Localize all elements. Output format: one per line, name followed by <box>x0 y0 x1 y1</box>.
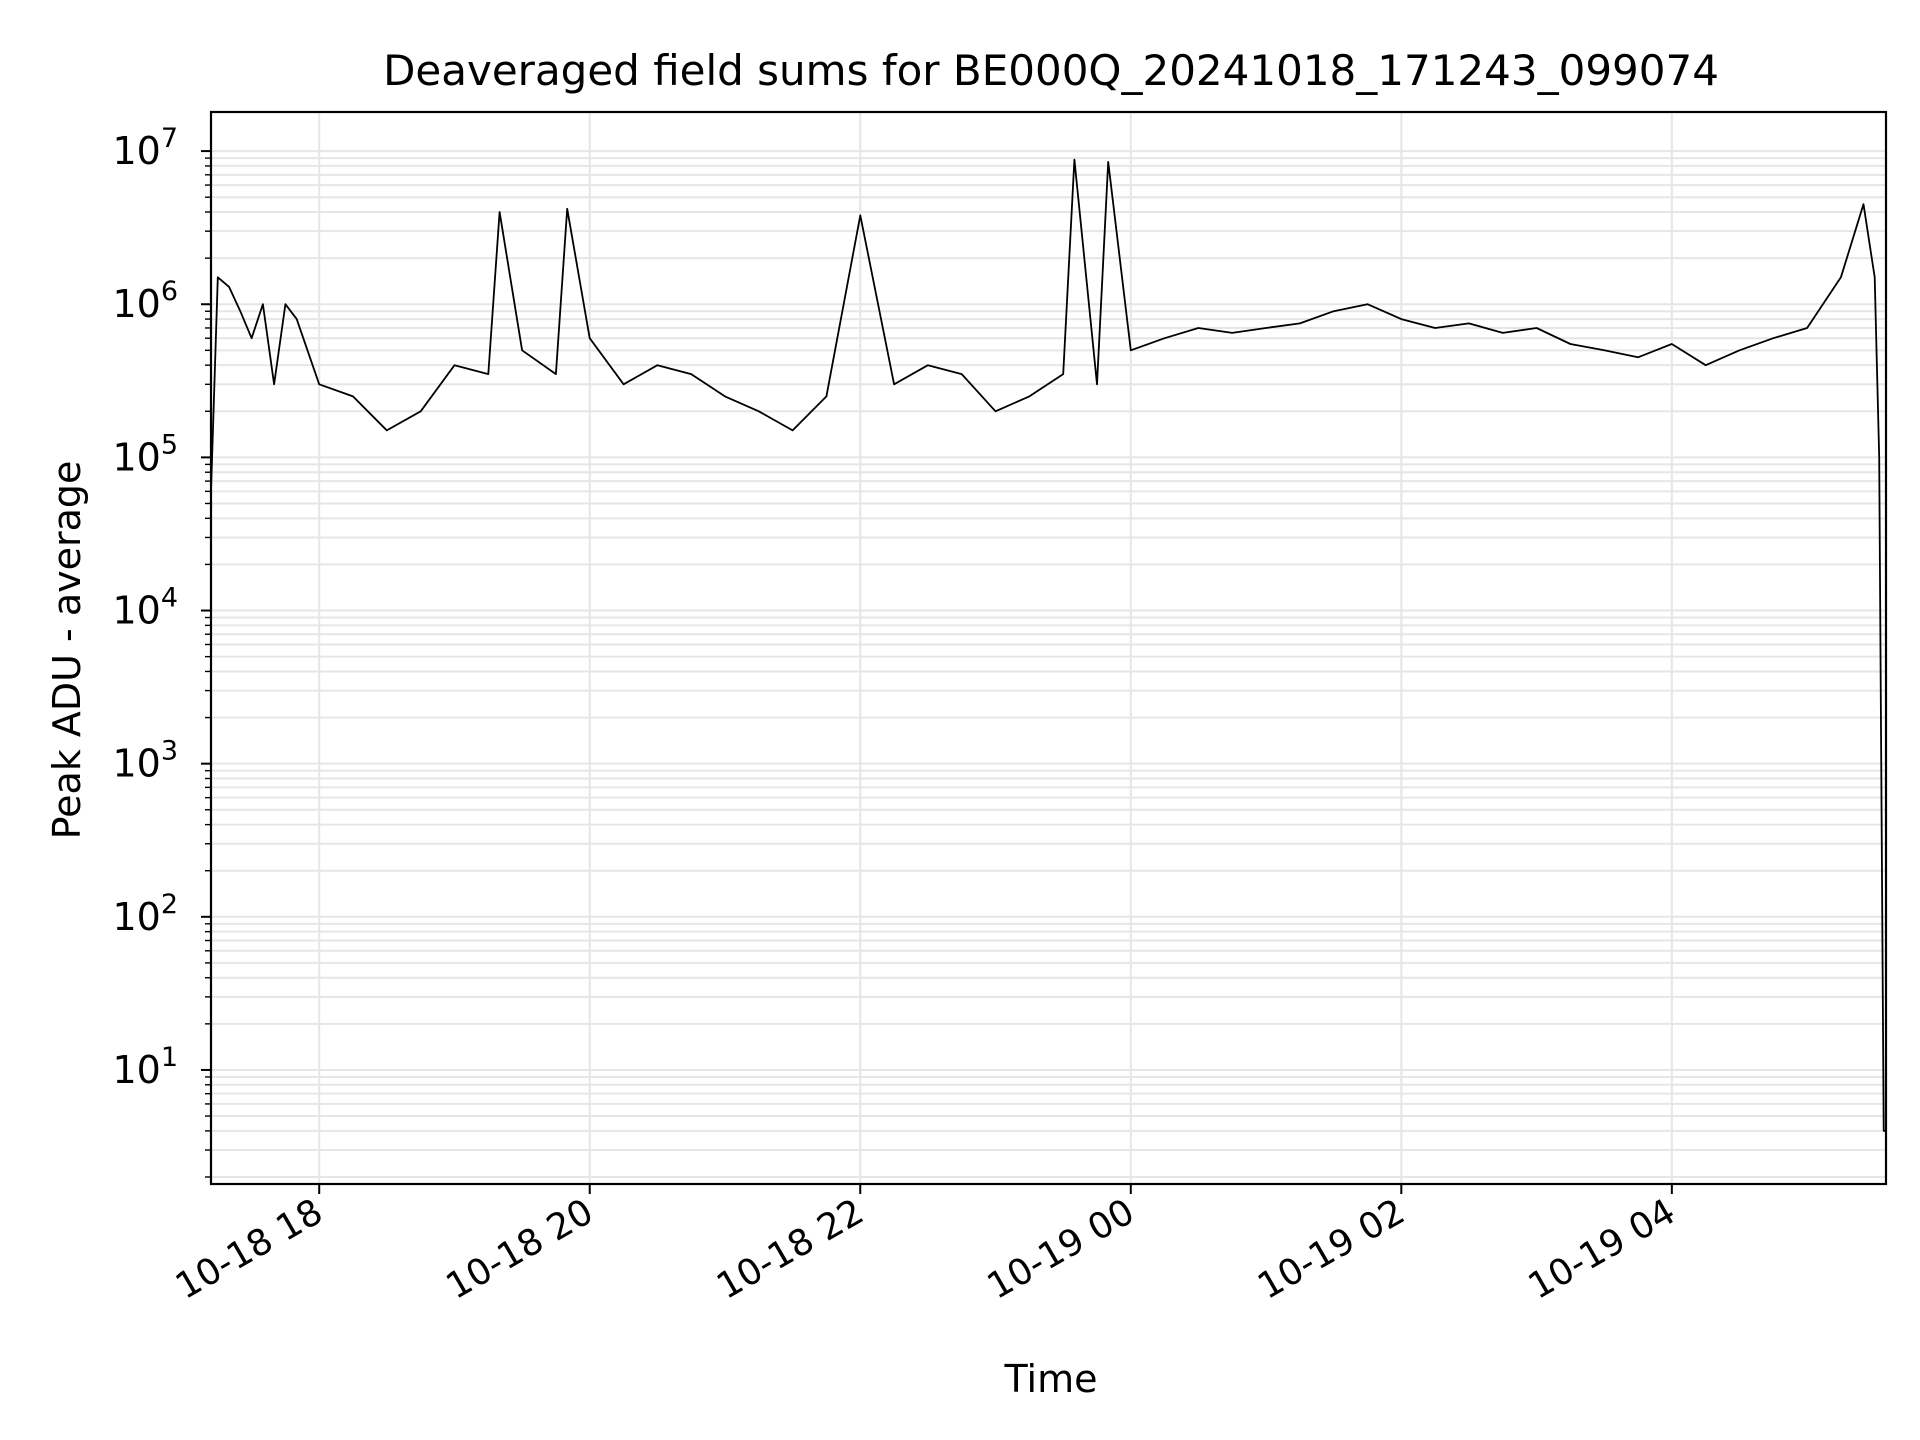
x-tick-label: 10-19 04 <box>1522 1191 1683 1307</box>
x-tick-label: 10-19 02 <box>1251 1191 1412 1307</box>
series-line <box>210 158 1886 1132</box>
y-tick-label: 107 <box>112 123 178 173</box>
y-tick-label: 102 <box>112 889 178 939</box>
y-tick-label: 106 <box>112 276 178 326</box>
y-tick-labels: 101 102 103 104 105 106 107 <box>112 123 178 1092</box>
x-tick-label: 10-18 18 <box>169 1191 330 1307</box>
y-tick-label: 103 <box>112 736 178 786</box>
x-tick-label: 10-18 20 <box>440 1191 601 1307</box>
y-axis-label: Peak ADU - average <box>45 461 89 840</box>
y-tick-label: 105 <box>112 429 178 479</box>
grid-lines <box>211 112 1886 1184</box>
x-tick-labels: 10-18 18 10-18 20 10-18 22 10-19 00 10-19 02… <box>169 1191 1682 1307</box>
y-tick-label: 104 <box>112 583 178 633</box>
plot-frame <box>209 110 1888 1186</box>
x-tick-label: 10-18 22 <box>710 1191 871 1307</box>
x-tick-label: 10-19 00 <box>981 1191 1142 1307</box>
y-tick-label: 101 <box>112 1042 178 1092</box>
axis-ticks <box>201 150 1673 1194</box>
chart-title: Deaveraged field sums for BE000Q_2024101… <box>383 46 1719 95</box>
data-series <box>210 158 1886 1132</box>
x-axis-label: Time <box>1004 1357 1098 1401</box>
